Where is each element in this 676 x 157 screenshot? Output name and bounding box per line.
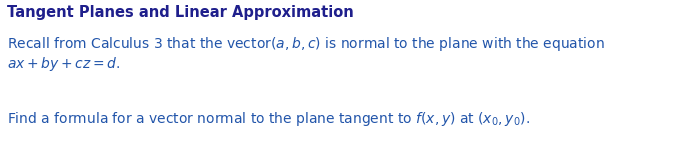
Text: $ax + by + cz = d.$: $ax + by + cz = d.$ <box>7 55 120 73</box>
Text: Find a formula for a vector normal to the plane tangent to $f(x, y)$ at $(x_0, y: Find a formula for a vector normal to th… <box>7 110 530 128</box>
Text: Tangent Planes and Linear Approximation: Tangent Planes and Linear Approximation <box>7 5 354 20</box>
Text: Recall from Calculus 3 that the vector$(a, b, c)$ is normal to the plane with th: Recall from Calculus 3 that the vector$(… <box>7 35 605 53</box>
